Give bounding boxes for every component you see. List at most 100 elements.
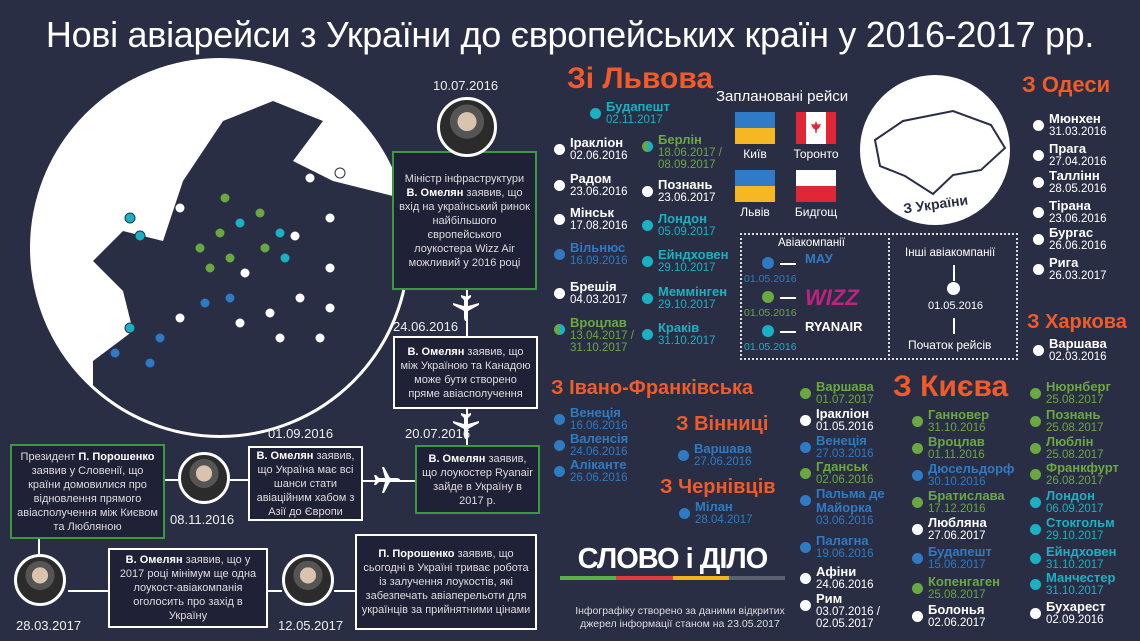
destination-item: Варшава 27.06.2016 xyxy=(678,442,752,468)
destination-item: Варшава 01.07.2017 xyxy=(800,379,874,406)
timeline-date: 01.09.2016 xyxy=(268,426,334,441)
airline-dot xyxy=(679,508,690,519)
destination-dates: 04.03.2017 xyxy=(570,294,628,306)
map-destination-dot xyxy=(204,262,216,274)
airline-dot xyxy=(912,470,923,481)
airline-dot xyxy=(762,325,774,337)
destination-dates: 02.09.2016 xyxy=(1046,614,1104,626)
destination-city: Лондон xyxy=(658,211,707,226)
airline-dot xyxy=(1030,608,1041,619)
timeline-date: 12.05.2017 xyxy=(278,618,344,633)
map-destination-dot xyxy=(219,192,231,204)
map-destination-dot xyxy=(274,227,286,239)
destination-city: Мінськ xyxy=(570,205,615,220)
flag-label: Львів xyxy=(740,205,770,219)
destination-item: Варшава 02.03.2016 xyxy=(1033,337,1107,363)
map-destination-dot xyxy=(239,267,251,279)
map-destination-dot xyxy=(259,242,271,254)
map-destination-dot xyxy=(199,297,211,309)
destination-item: Афіни 24.06.2016 xyxy=(800,565,874,591)
airline-dot xyxy=(800,600,811,611)
destination-city: Будапешт xyxy=(606,99,670,114)
slovo-i-dilo-logo: СЛОВО і ДІЛО xyxy=(560,543,785,580)
airline-dot xyxy=(1030,443,1041,454)
destination-dates: 28.04.2017 xyxy=(695,514,753,526)
destination-dates: 25.08.2017 xyxy=(928,589,986,601)
timeline-connector xyxy=(165,479,178,481)
destination-city: Берлін xyxy=(658,132,702,147)
destination-dates: 02.11.2017 xyxy=(606,114,663,126)
airline-dot xyxy=(1030,579,1041,590)
destination-city: Прага xyxy=(1049,141,1087,156)
destination-dates: 31.10.2016 xyxy=(928,422,986,434)
destination-dates: 13.04.2017 / 31.10.2017 xyxy=(570,330,634,354)
map-destination-dot xyxy=(289,230,301,242)
destination-item: Вроцлав 13.04.2017 / 31.10.2017 xyxy=(554,316,650,354)
map-destination-dot xyxy=(234,317,246,329)
kharkiv-heading: З Харкова xyxy=(1027,311,1127,333)
map-destination-dot xyxy=(324,302,336,314)
map-destination-dot xyxy=(224,292,236,304)
destination-dates: 27.04.2016 xyxy=(1049,156,1107,168)
destination-city: Познань xyxy=(658,177,713,192)
airline-dot xyxy=(554,466,565,477)
canada-flag-icon xyxy=(796,112,836,144)
ukraine-flag-icon xyxy=(735,112,775,144)
timeline-event: П. Порошенко заявив, що сьогодні в Украї… xyxy=(355,534,537,630)
map-destination-dot xyxy=(254,207,266,219)
destination-item: Венеція 27.03.2016 xyxy=(800,434,874,460)
destination-city: Бургас xyxy=(1049,225,1094,240)
destination-city: Варшава xyxy=(816,379,874,394)
destination-city: Люблін xyxy=(1046,434,1094,449)
destination-city: Будапешт xyxy=(928,544,992,559)
destination-item: Бургас 26.06.2016 xyxy=(1033,225,1107,252)
start-label: Початок рейсів xyxy=(908,338,992,352)
airline-start-date: 01.05.2016 xyxy=(744,341,797,353)
airline-dot xyxy=(912,524,923,535)
destination-dates: 30.10.2016 xyxy=(928,476,986,488)
destination-city: Лондон xyxy=(1046,488,1095,503)
airline-dot xyxy=(642,141,653,152)
timeline-connector xyxy=(230,479,248,481)
other-airline-dot xyxy=(947,282,960,295)
airline-dot xyxy=(642,293,653,304)
airline-start-date: 01.05.2016 xyxy=(744,307,797,319)
timeline-date: 10.07.2016 xyxy=(433,78,499,93)
airline-dot xyxy=(554,324,565,335)
map-destination-dot xyxy=(154,332,166,344)
ukraine-flag-icon xyxy=(735,170,775,202)
destination-city: Радом xyxy=(570,171,612,186)
destination-city: Франкфурт xyxy=(1046,460,1119,475)
destination-item: Пальма де Майорка 03.06.2016 xyxy=(800,487,896,527)
destination-city: Гданськ xyxy=(816,459,868,474)
destination-item: Лондон 05.09.2017 xyxy=(642,211,716,238)
destination-dates: 03.06.2016 xyxy=(816,515,874,527)
europe-map-shape xyxy=(93,101,407,435)
timeline-event: Міністр інфраструктури В. Омелян заявив,… xyxy=(392,151,537,290)
destination-city: Венеція xyxy=(570,405,621,420)
destination-dates: 24.06.2016 xyxy=(816,579,874,591)
destination-item: Познань 23.06.2017 xyxy=(642,177,716,204)
map-destination-dot xyxy=(174,202,186,214)
portrait-photo xyxy=(437,97,497,157)
destination-dates: 29.10.2017 xyxy=(658,262,716,274)
destination-item: Іракліон 02.06.2016 xyxy=(554,136,628,162)
timeline-date: 08.11.2016 xyxy=(170,512,235,527)
destination-city: Тірана xyxy=(1049,198,1091,213)
logo-text: СЛОВО і ДІЛО xyxy=(577,543,769,575)
timeline-event-text: Президент П. Порошенко заявив у Словенії… xyxy=(17,450,158,533)
airline-dot xyxy=(1033,234,1044,245)
airline-dot xyxy=(1030,524,1041,535)
destination-item: Братислава 17.12.2016 xyxy=(912,489,1005,515)
destination-item: Познань 25.08.2017 xyxy=(1030,407,1104,434)
destination-item: Лондон 06.09.2017 xyxy=(1030,488,1104,515)
destination-item: Бухарест 02.09.2016 xyxy=(1030,600,1106,626)
destination-city: Стокгольм xyxy=(1046,515,1115,530)
airline-dot xyxy=(762,257,774,269)
destination-dates: 31.10.2017 xyxy=(658,335,716,347)
destination-dates: 16.06.2016 xyxy=(570,420,628,432)
airline-dot xyxy=(1033,207,1044,218)
other-airlines-date: 01.05.2016 xyxy=(928,300,984,312)
destination-item: Валенсія 24.06.2016 xyxy=(554,432,628,458)
destination-city: Познань xyxy=(1046,407,1101,422)
